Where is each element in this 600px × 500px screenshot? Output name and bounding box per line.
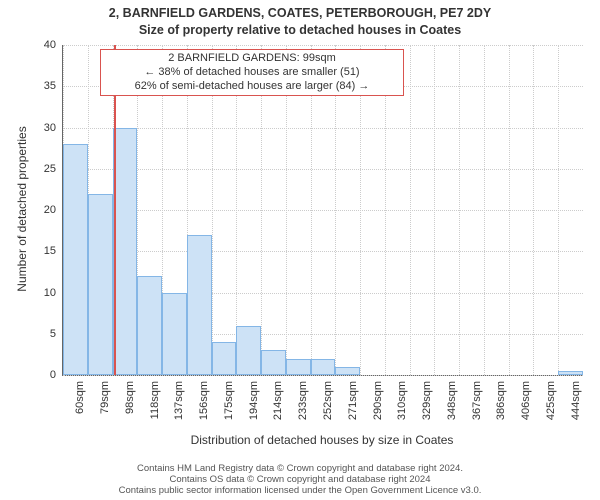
y-tick-label: 10 — [32, 287, 56, 299]
grid-line-h — [63, 375, 583, 376]
histogram-bar — [311, 359, 336, 376]
x-tick-label: 98sqm — [124, 381, 136, 431]
x-tick-label: 60sqm — [74, 381, 86, 431]
histogram-bar — [137, 276, 162, 375]
x-tick-label: 348sqm — [446, 381, 458, 431]
grid-line-v — [434, 45, 435, 375]
y-tick-label: 35 — [32, 80, 56, 92]
histogram-bar — [113, 128, 138, 376]
x-tick-label: 406sqm — [520, 381, 532, 431]
histogram-bar — [261, 350, 286, 375]
callout-line: ← 38% of detached houses are smaller (51… — [107, 66, 397, 80]
callout-line: 62% of semi-detached houses are larger (… — [107, 80, 397, 94]
histogram-bar — [335, 367, 360, 375]
x-tick-label: 310sqm — [396, 381, 408, 431]
x-tick-label: 386sqm — [495, 381, 507, 431]
grid-line-h — [63, 45, 583, 46]
grid-line-v — [459, 45, 460, 375]
grid-line-v — [533, 45, 534, 375]
chart-title-line2: Size of property relative to detached ho… — [0, 23, 600, 37]
footer-line: Contains OS data © Crown copyright and d… — [0, 474, 600, 485]
y-tick-label: 5 — [32, 328, 56, 340]
x-tick-label: 271sqm — [347, 381, 359, 431]
histogram-bar — [63, 144, 88, 375]
y-tick-label: 15 — [32, 245, 56, 257]
x-tick-label: 194sqm — [248, 381, 260, 431]
x-tick-label: 444sqm — [570, 381, 582, 431]
callout-line: 2 BARNFIELD GARDENS: 99sqm — [107, 52, 397, 66]
x-tick-label: 214sqm — [272, 381, 284, 431]
y-tick-label: 0 — [32, 369, 56, 381]
grid-line-v — [484, 45, 485, 375]
x-tick-label: 175sqm — [223, 381, 235, 431]
footer-line: Contains public sector information licen… — [0, 485, 600, 496]
histogram-bar — [162, 293, 187, 376]
y-tick-label: 30 — [32, 122, 56, 134]
grid-line-h — [63, 210, 583, 211]
x-tick-label: 233sqm — [297, 381, 309, 431]
y-axis-label: Number of detached properties — [15, 44, 29, 374]
footer-line: Contains HM Land Registry data © Crown c… — [0, 463, 600, 474]
x-tick-label: 367sqm — [471, 381, 483, 431]
histogram-bar — [212, 342, 237, 375]
x-tick-label: 290sqm — [372, 381, 384, 431]
y-tick-label: 40 — [32, 39, 56, 51]
x-tick-label: 252sqm — [322, 381, 334, 431]
x-tick-label: 156sqm — [198, 381, 210, 431]
footer-attribution: Contains HM Land Registry data © Crown c… — [0, 463, 600, 496]
callout-box: 2 BARNFIELD GARDENS: 99sqm ← 38% of deta… — [100, 49, 404, 96]
histogram-bar — [286, 359, 311, 376]
x-tick-label: 425sqm — [545, 381, 557, 431]
grid-line-v — [558, 45, 559, 375]
x-axis-label: Distribution of detached houses by size … — [62, 433, 582, 447]
x-tick-label: 329sqm — [421, 381, 433, 431]
grid-line-v — [410, 45, 411, 375]
x-tick-label: 137sqm — [173, 381, 185, 431]
histogram-bar — [187, 235, 212, 375]
x-tick-label: 118sqm — [149, 381, 161, 431]
histogram-bar — [236, 326, 261, 376]
x-tick-label: 79sqm — [99, 381, 111, 431]
chart-title-line1: 2, BARNFIELD GARDENS, COATES, PETERBOROU… — [0, 6, 600, 20]
grid-line-v — [509, 45, 510, 375]
grid-line-h — [63, 169, 583, 170]
y-tick-label: 20 — [32, 204, 56, 216]
y-tick-label: 25 — [32, 163, 56, 175]
histogram-bar — [88, 194, 113, 376]
chart-root: { "layout": { "width": 600, "height": 50… — [0, 0, 600, 500]
grid-line-h — [63, 128, 583, 129]
grid-line-h — [63, 251, 583, 252]
histogram-bar — [558, 371, 583, 375]
